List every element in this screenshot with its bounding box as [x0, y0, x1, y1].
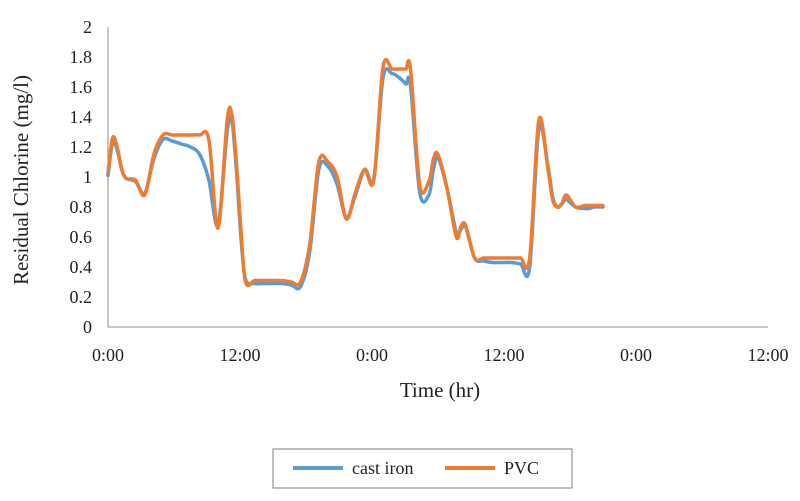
- y-tick-label: 1: [83, 167, 92, 187]
- legend-label-pvc: PVC: [504, 458, 539, 478]
- legend: cast iron PVC: [272, 448, 573, 489]
- y-axis-title: Residual Chlorine (mg/l): [9, 75, 33, 285]
- y-tick-label: 0.2: [70, 287, 93, 307]
- x-tick-label: 0:00: [92, 345, 124, 365]
- legend-label-cast-iron: cast iron: [352, 458, 413, 478]
- y-tick-label: 1.6: [70, 77, 93, 97]
- x-tick-label: 12:00: [483, 345, 524, 365]
- y-tick-label: 0.6: [70, 227, 93, 247]
- y-tick-label: 1.2: [70, 137, 93, 157]
- series-lines: [106, 58, 605, 291]
- x-tick-label: 12:00: [219, 345, 260, 365]
- y-tick-label: 0.4: [70, 257, 93, 277]
- x-tick-label: 0:00: [356, 345, 388, 365]
- series-line-pvc: [106, 58, 605, 288]
- y-tick-label: 1.4: [70, 107, 93, 127]
- x-tick-label: 0:00: [620, 345, 652, 365]
- y-tick-label: 0: [83, 317, 92, 337]
- x-tick-label: 12:00: [747, 345, 788, 365]
- x-axis-title: Time (hr): [400, 378, 480, 402]
- y-tick-labels: 0 0.2 0.4 0.6 0.8 1 1.2 1.4 1.6 1.8 2: [70, 17, 93, 337]
- y-tick-label: 1.8: [70, 47, 93, 67]
- y-tick-label: 2: [83, 17, 92, 37]
- x-tick-labels: 0:00 12:00 0:00 12:00 0:00 12:00: [92, 345, 789, 365]
- y-tick-label: 0.8: [70, 197, 93, 217]
